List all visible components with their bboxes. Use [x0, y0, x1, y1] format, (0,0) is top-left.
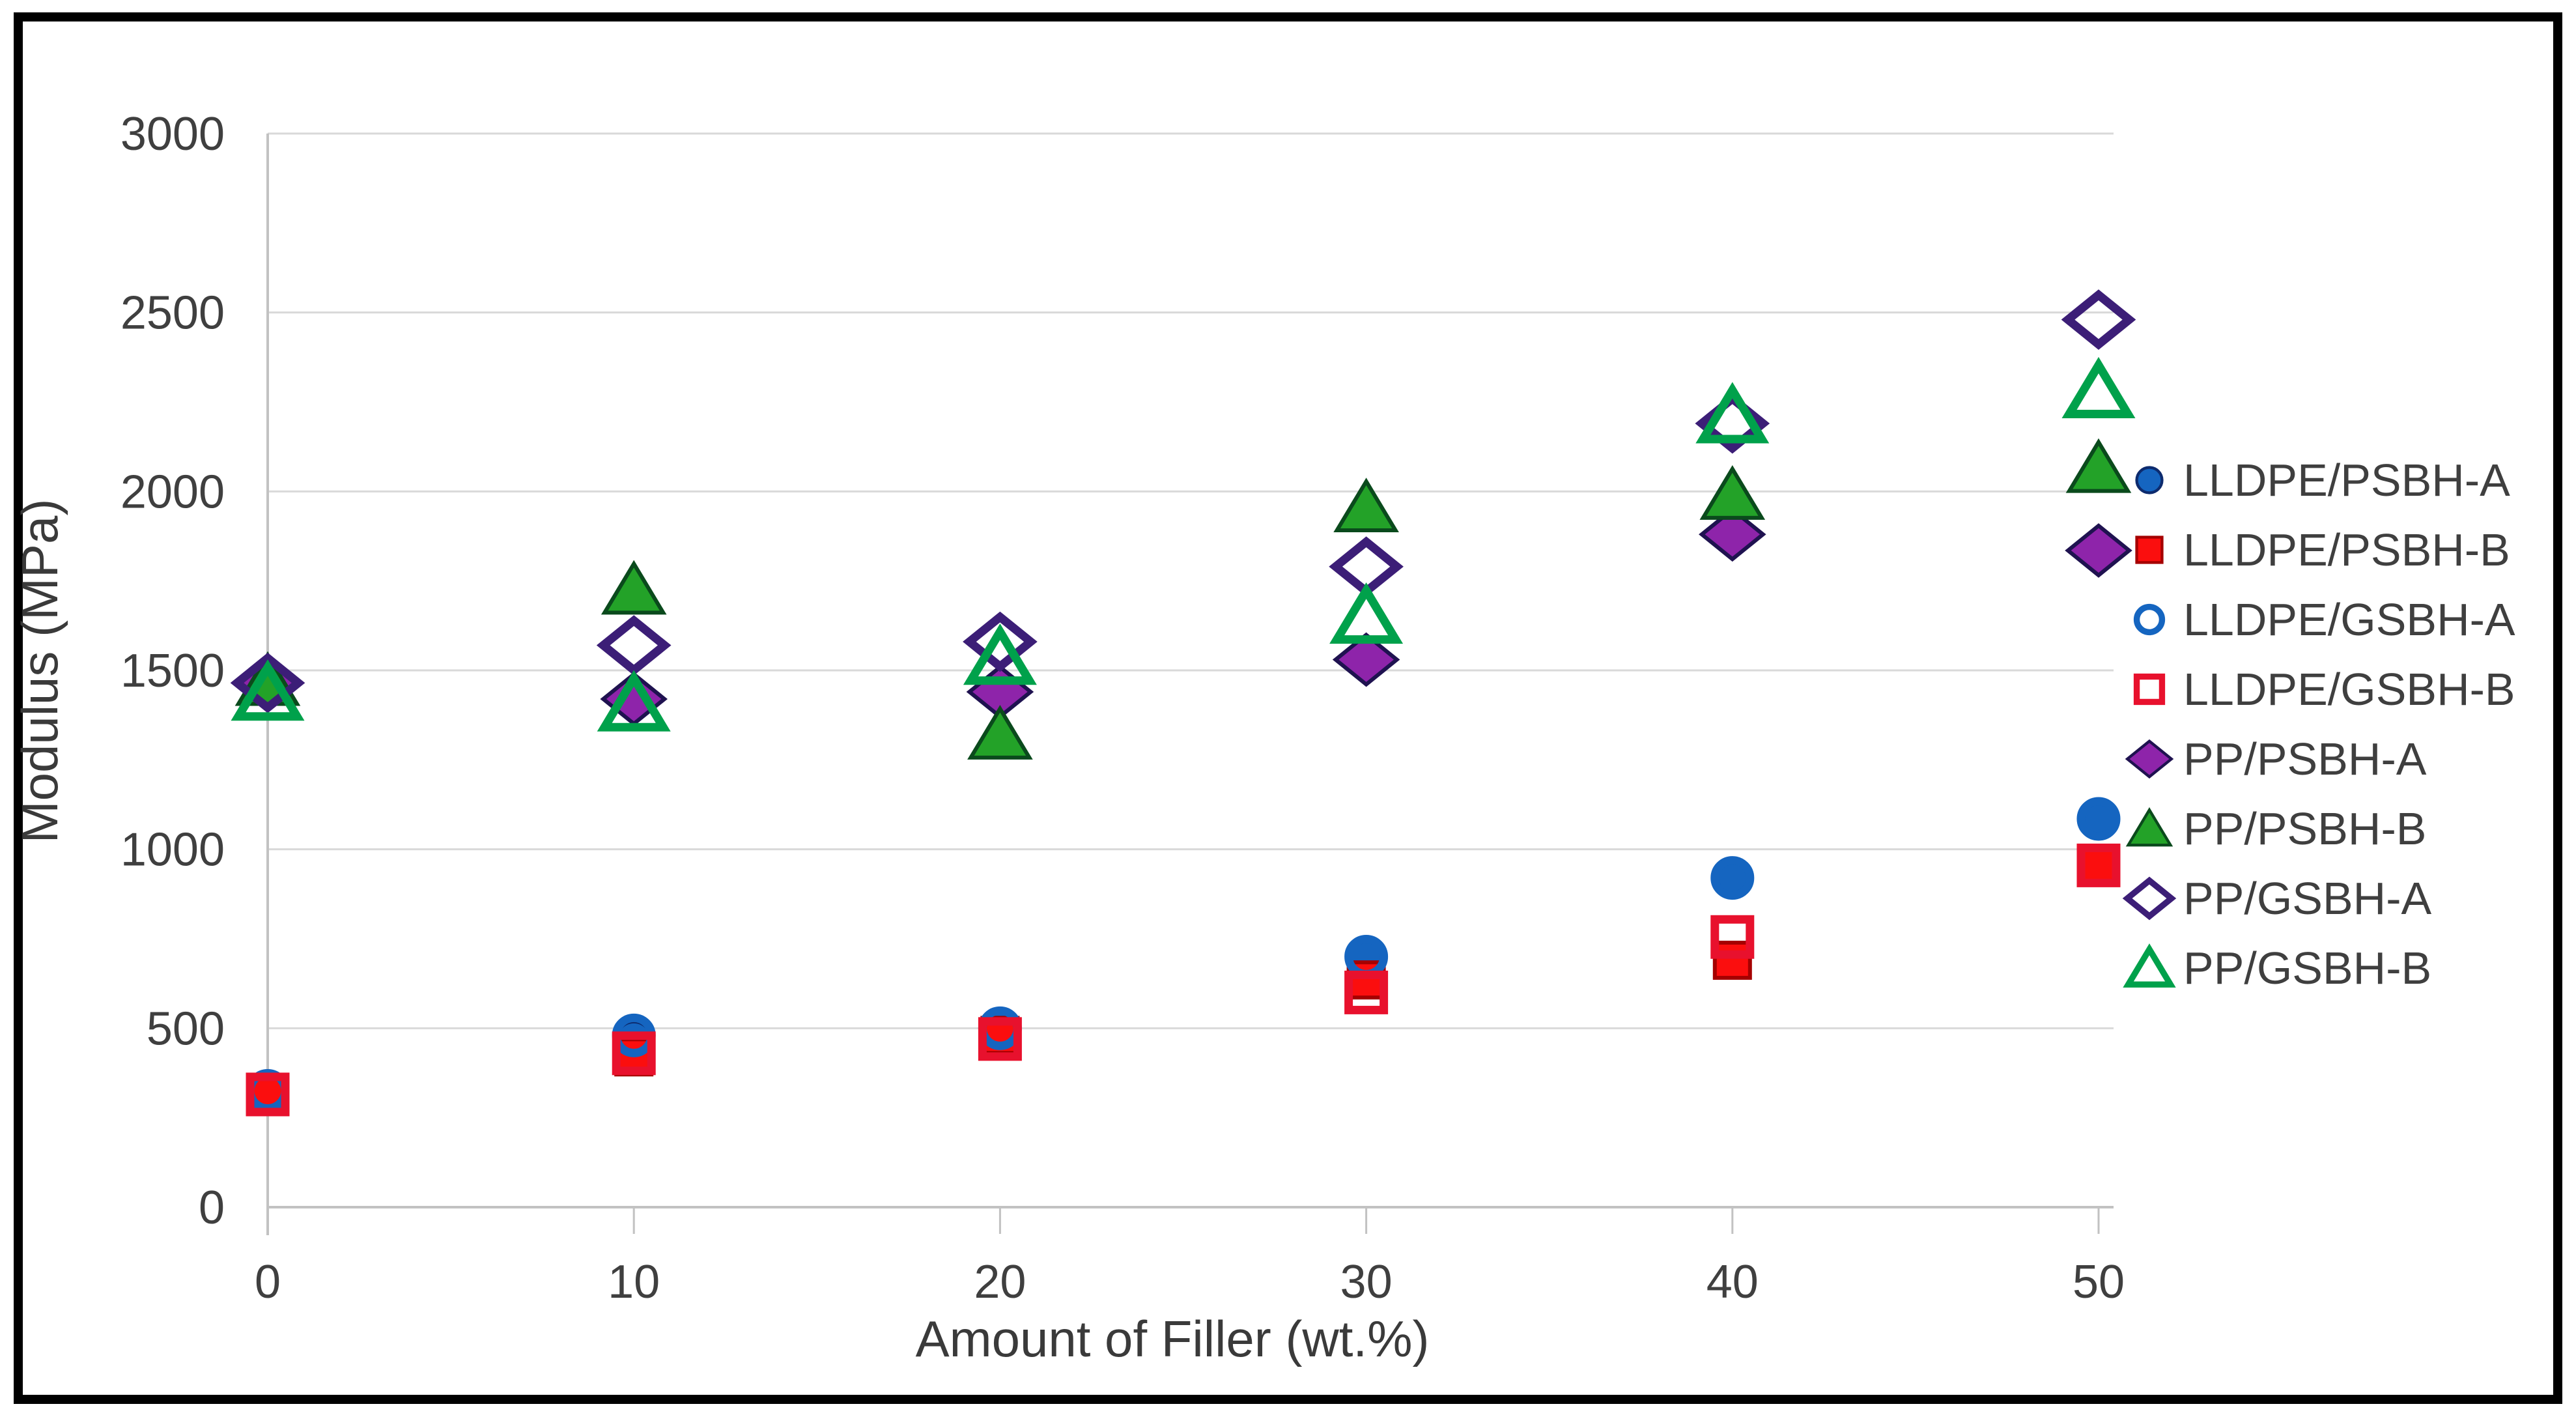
series-lldpe-gsbh-b — [246, 843, 2121, 1117]
x-tick-label-50: 50 — [2073, 1256, 2125, 1308]
legend-item-pp-psbh-a: PP/PSBH-A — [2125, 734, 2427, 784]
data-point — [1344, 970, 1389, 1014]
data-point — [963, 611, 1038, 672]
data-point — [1695, 382, 1770, 444]
data-point — [1710, 915, 1755, 959]
x-tick-label-40: 40 — [1706, 1256, 1759, 1308]
data-point — [601, 560, 667, 615]
figure-border — [14, 12, 2562, 1404]
data-point — [1699, 465, 1766, 520]
legend-label: PP/PSBH-A — [2183, 734, 2427, 784]
series-pp-gsbh-a — [230, 289, 2136, 713]
legend-label: PP/GSBH-A — [2183, 873, 2432, 924]
data-point — [231, 659, 305, 721]
data-point — [596, 615, 672, 676]
y-tick-label-2000: 2000 — [120, 466, 225, 518]
triangle-legend-marker-icon — [2125, 807, 2173, 847]
y-tick-label-1500: 1500 — [120, 645, 225, 697]
data-point — [967, 705, 1033, 760]
square-legend-marker-icon — [2133, 673, 2166, 706]
gridlines-group — [268, 132, 2114, 1029]
data-point — [1699, 507, 1766, 562]
y-tick-label-2500: 2500 — [120, 287, 225, 339]
data-point — [963, 623, 1037, 685]
x-tick-labels-group: 0 10 20 30 40 50 — [255, 1256, 2125, 1308]
y-axis-title: Modulus (MPa) — [11, 499, 68, 844]
data-point — [978, 1017, 1022, 1061]
legend-label: LLDPE/PSBH-B — [2183, 524, 2510, 575]
legend-label: LLDPE/GSBH-B — [2183, 664, 2515, 715]
data-point — [1332, 632, 1400, 687]
legend-item-lldpe-psbh-a: LLDPE/PSBH-A — [2135, 455, 2510, 506]
data-point — [1695, 393, 1770, 454]
x-tick-label-0: 0 — [255, 1256, 281, 1308]
data-points-group — [230, 289, 2136, 1117]
legend-label: PP/PSBH-B — [2183, 803, 2426, 854]
circle-legend-marker-icon — [2133, 603, 2166, 636]
data-point — [2061, 356, 2136, 419]
legend-label: PP/GSBH-B — [2183, 943, 2431, 993]
legend-item-pp-gsbh-b: PP/GSBH-B — [2123, 943, 2431, 993]
x-axis-title: Amount of Filler (wt.%) — [916, 1310, 1430, 1367]
x-tick-label-30: 30 — [1340, 1256, 1393, 1308]
data-point — [1712, 940, 1752, 980]
y-tick-label-500: 500 — [147, 1003, 225, 1055]
y-tick-label-0: 0 — [199, 1182, 225, 1234]
square-legend-marker-icon — [2135, 536, 2164, 564]
legend-item-pp-psbh-b: PP/PSBH-B — [2125, 803, 2426, 854]
legend-label: LLDPE/PSBH-A — [2183, 455, 2510, 506]
data-point — [1333, 478, 1399, 533]
legend-item-lldpe-gsbh-b: LLDPE/GSBH-B — [2133, 664, 2515, 715]
data-point — [2076, 843, 2121, 887]
legend-item-lldpe-psbh-b: LLDPE/PSBH-B — [2135, 524, 2510, 575]
data-point — [230, 652, 305, 713]
data-point — [2065, 438, 2132, 493]
legend-item-lldpe-gsbh-a: LLDPE/GSBH-A — [2133, 594, 2515, 645]
triangle-legend-marker-icon — [2123, 943, 2176, 988]
legend-label: LLDPE/GSBH-A — [2183, 594, 2515, 645]
data-point — [2061, 289, 2136, 350]
data-point — [1710, 856, 1755, 900]
y-tick-label-3000: 3000 — [120, 108, 225, 160]
y-tick-label-1000: 1000 — [120, 824, 225, 876]
data-point — [2076, 797, 2121, 841]
diamond-legend-marker-icon — [2125, 739, 2174, 779]
legend-item-pp-gsbh-a: PP/GSBH-A — [2122, 873, 2432, 924]
series-pp-gsbh-b — [231, 356, 2136, 732]
data-point — [597, 670, 671, 732]
x-tick-label-10: 10 — [608, 1256, 660, 1308]
circle-legend-marker-icon — [2135, 466, 2164, 494]
diamond-legend-marker-icon — [2122, 876, 2177, 921]
data-point — [1329, 582, 1404, 644]
legend-group: LLDPE/PSBH-A LLDPE/PSBH-B LLDPE/GSBH-A LLDP… — [2122, 455, 2515, 993]
data-point — [246, 1072, 290, 1117]
data-point — [2065, 523, 2132, 578]
x-tick-label-20: 20 — [974, 1256, 1026, 1308]
data-point — [612, 1031, 656, 1076]
y-tick-labels-group: 0 500 1000 1500 2000 2500 3000 — [120, 108, 225, 1234]
